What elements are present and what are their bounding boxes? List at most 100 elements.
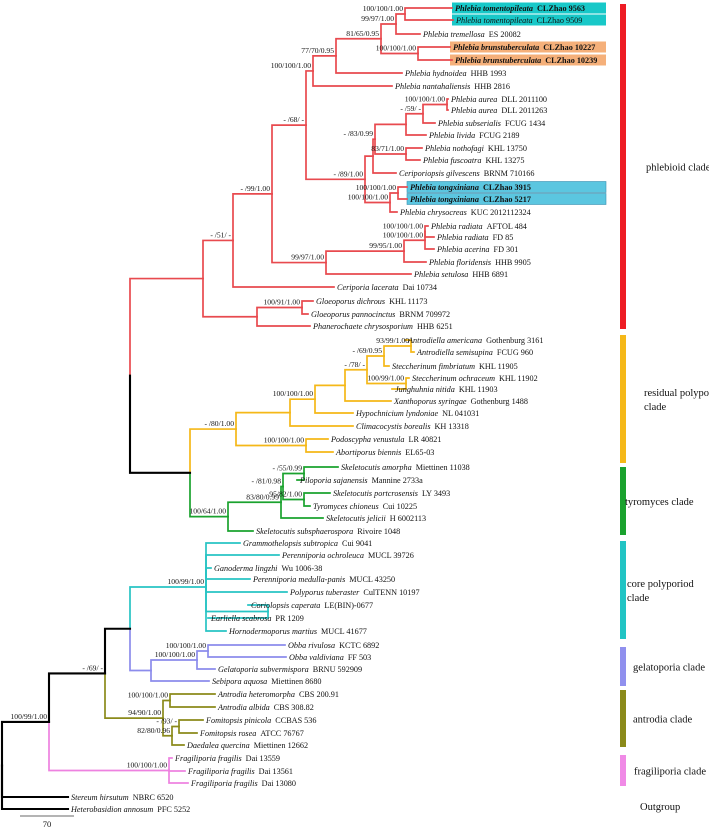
- tree-branch: [150, 669, 210, 682]
- clade-phlebioid: phlebioid clade: [620, 4, 709, 329]
- taxon-species: Obba rivulosa: [288, 641, 335, 650]
- taxon-label: Skeletocutis jelicii H 6002113: [326, 514, 426, 523]
- taxon-species: Phlebia tongxiniana: [410, 195, 479, 204]
- taxon-label: Antrodia albida CBS 308.82: [217, 703, 314, 712]
- support-value: - /93/ -: [156, 717, 177, 726]
- tree-branch: [366, 368, 407, 385]
- tree-branch: [380, 37, 419, 55]
- tree-branch: [0, 720, 51, 767]
- tree-branch: [395, 13, 406, 25]
- support-value: - /78/ -: [344, 360, 365, 369]
- taxon-strain: KCTC 6892: [339, 641, 379, 650]
- support-value: 100/100/1.00: [271, 61, 311, 70]
- support-value: 83/80/0.99: [246, 492, 279, 501]
- taxon-species: Perenniporia ochroleuca: [281, 551, 364, 560]
- taxon-label: Perenniporia medulla-panis MUCL 43250: [252, 575, 395, 584]
- taxon-strain: CLZhao 10239: [545, 56, 597, 65]
- taxon-species: Phlebia tomentopileata: [455, 4, 533, 13]
- taxon-species: Fragiliporia fragilis: [174, 754, 242, 763]
- taxon-label: Phlebia floridensis HHB 9905: [428, 258, 531, 267]
- support-value: 100/91/1.00: [264, 298, 301, 307]
- tree-branch: [205, 586, 288, 593]
- tree-branch: [372, 138, 376, 157]
- tree-branch: [305, 70, 314, 126]
- support-value: 100/100/1.00: [356, 183, 396, 192]
- support-value: - /89/1.00: [333, 169, 363, 178]
- taxon-species: Earliella scabrosa: [210, 614, 271, 623]
- tree-branch: [383, 355, 390, 367]
- support-value: - /59/ -: [400, 104, 421, 113]
- taxon-label: Fragiliporia fragilis Dai 13561: [187, 767, 293, 776]
- support-value: - /68/ -: [283, 115, 304, 124]
- taxon-species: Skeletocutis amorpha: [341, 463, 412, 472]
- tree-branch: [344, 368, 368, 387]
- tree-branch: [178, 725, 198, 734]
- clade-label: fragiliporia clade: [634, 767, 706, 778]
- support-value: - /55/0.99: [272, 464, 302, 473]
- taxon-species: Antrodiella americana: [407, 336, 482, 345]
- taxon-strain: ES 20082: [489, 30, 521, 39]
- taxon-strain: CLZhao 5217: [483, 195, 531, 204]
- taxon-label: Fragiliporia fragilis Dai 13559: [174, 754, 280, 763]
- taxon-strain: KHL 13750: [488, 144, 527, 153]
- taxon-species: Phlebia fuscoatra: [422, 156, 481, 165]
- taxon-label: Piloporia sajanensis Mannine 2733a: [299, 476, 423, 485]
- taxon-strain: NL 041031: [442, 409, 479, 418]
- taxon-highlight: [450, 54, 606, 66]
- taxon-species: Ganoderma lingzhi: [214, 564, 278, 573]
- tree-branch: [205, 578, 251, 588]
- tree-branch: [289, 398, 316, 414]
- tree-branch: [405, 377, 410, 385]
- tree-branch: [374, 123, 407, 141]
- support-value: 100/100/1.00: [166, 641, 206, 650]
- taxon-strain: ATCC 76767: [260, 729, 303, 738]
- taxon-species: Antrodiella semisupina: [416, 348, 493, 357]
- taxon-species: Xanthoporus syringae: [393, 397, 467, 406]
- support-value: 100/100/1.00: [383, 230, 423, 239]
- tree-branch: [405, 112, 424, 126]
- taxon-label: Phanerochaete chrysosporium HHB 6251: [312, 322, 453, 331]
- support-value: - /80/1.00: [204, 419, 234, 428]
- taxon-species: Gloeoporus dichrous: [316, 297, 385, 306]
- taxon-strain: PR 1209: [275, 614, 303, 623]
- taxon-label: Phlebia tomentopileata CLZhao 9563: [455, 4, 585, 13]
- tree-branch: [303, 466, 339, 475]
- tree-branch: [312, 55, 337, 72]
- tree-branch: [103, 627, 132, 675]
- clade-label: antrodia clade: [633, 715, 693, 726]
- clade-bar: [620, 467, 626, 535]
- support-value: 95/82/1.00: [269, 490, 302, 499]
- taxon-species: Stereum hirsutum: [71, 793, 129, 802]
- tree-branch: [169, 699, 216, 708]
- tree-branch: [314, 384, 346, 401]
- taxon-label: Phlebia hydnoidea HHB 1993: [404, 69, 506, 78]
- tree-branch: [207, 610, 269, 619]
- tree-branch: [207, 644, 286, 652]
- taxon-species: Hypochnicium lyndoniae: [355, 409, 438, 418]
- support-value: - /83/0.99: [343, 129, 373, 138]
- taxon-strain: Dai 10734: [403, 283, 437, 292]
- taxon-species: Junghuhnia nitida: [395, 385, 455, 394]
- taxon-strain: CBS 308.82: [274, 703, 314, 712]
- tree-branch: [150, 659, 198, 672]
- taxon-label: Phlebia subserialis FCUG 1434: [437, 119, 545, 128]
- taxon-strain: Cui 10225: [383, 502, 417, 511]
- tree-branch: [422, 103, 448, 115]
- taxon-label: Stereum hirsutum NBRC 6520: [71, 793, 173, 802]
- tree-branch: [168, 769, 189, 784]
- tree-branch: [232, 239, 335, 288]
- clade-gelatoporia: gelatoporia clade: [620, 647, 705, 686]
- tree-branch: [372, 155, 397, 174]
- tree-branch: [303, 498, 311, 507]
- taxon-label: Phlebia fuscoatra KHL 13275: [422, 156, 525, 165]
- taxon-strain: MUCL 43250: [349, 575, 395, 584]
- taxon-label: Grammothelopsis subtropica Cui 9041: [243, 539, 372, 548]
- taxon-species: Grammothelopsis subtropica: [243, 539, 338, 548]
- taxon-label: Obba rivulosa KCTC 6892: [288, 641, 379, 650]
- tree-branch: [405, 123, 427, 136]
- taxon-strain: FCUG 1434: [505, 119, 545, 128]
- taxon-species: Phlebia subserialis: [437, 119, 501, 128]
- tree-branch: [235, 411, 291, 430]
- tree-branch: [282, 485, 305, 501]
- clade-label: phlebioid clade: [646, 163, 709, 174]
